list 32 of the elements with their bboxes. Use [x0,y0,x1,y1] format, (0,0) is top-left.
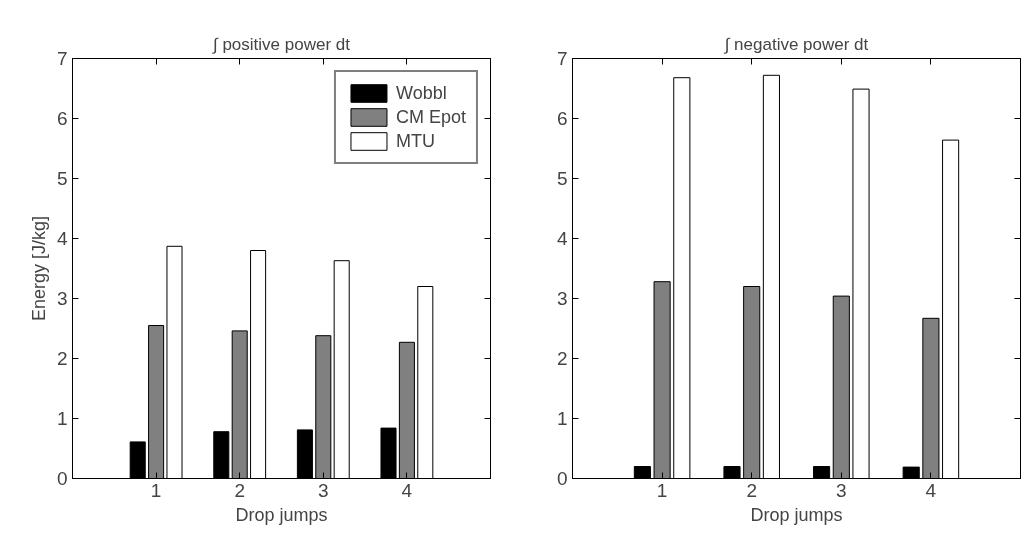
legend-label: Wobbl [395,82,447,104]
y-tick-label: 3 [556,288,568,309]
x-tick-label: 2 [746,479,757,501]
y-tick-label: 7 [556,48,568,69]
x-axis-title: Drop jumps [235,504,328,525]
y-tick-label: 0 [56,468,68,489]
y-tick-label: 7 [56,48,68,69]
y-tick-label: 3 [56,288,68,309]
y-tick-label: 4 [556,228,568,249]
x-tick-label: 1 [150,479,162,501]
x-axis-title: Drop jumps [750,504,843,525]
y-tick-label: 5 [56,168,68,189]
legend-label: MTU [395,130,435,152]
y-tick-label: 2 [56,348,68,369]
y-tick-label: 0 [556,468,568,489]
y-tick-label: 1 [556,408,568,429]
x-tick-label: 4 [925,479,937,501]
x-tick-label: 1 [656,479,668,501]
chart-title: ∫ negative power dt [723,34,869,54]
x-tick-label: 2 [234,479,245,501]
legend-label: CM Epot [395,106,466,128]
y-axis-title: Energy [J/kg] [28,215,49,322]
x-tick-label: 3 [318,479,329,501]
y-tick-label: 1 [56,408,68,429]
x-tick-label: 4 [401,479,413,501]
y-tick-label: 5 [556,168,568,189]
y-tick-label: 4 [56,228,68,249]
chart-title: ∫ positive power dt [212,34,351,54]
y-tick-label: 6 [56,108,68,129]
y-tick-label: 2 [556,348,568,369]
y-tick-label: 6 [556,108,568,129]
x-tick-label: 3 [836,479,847,501]
